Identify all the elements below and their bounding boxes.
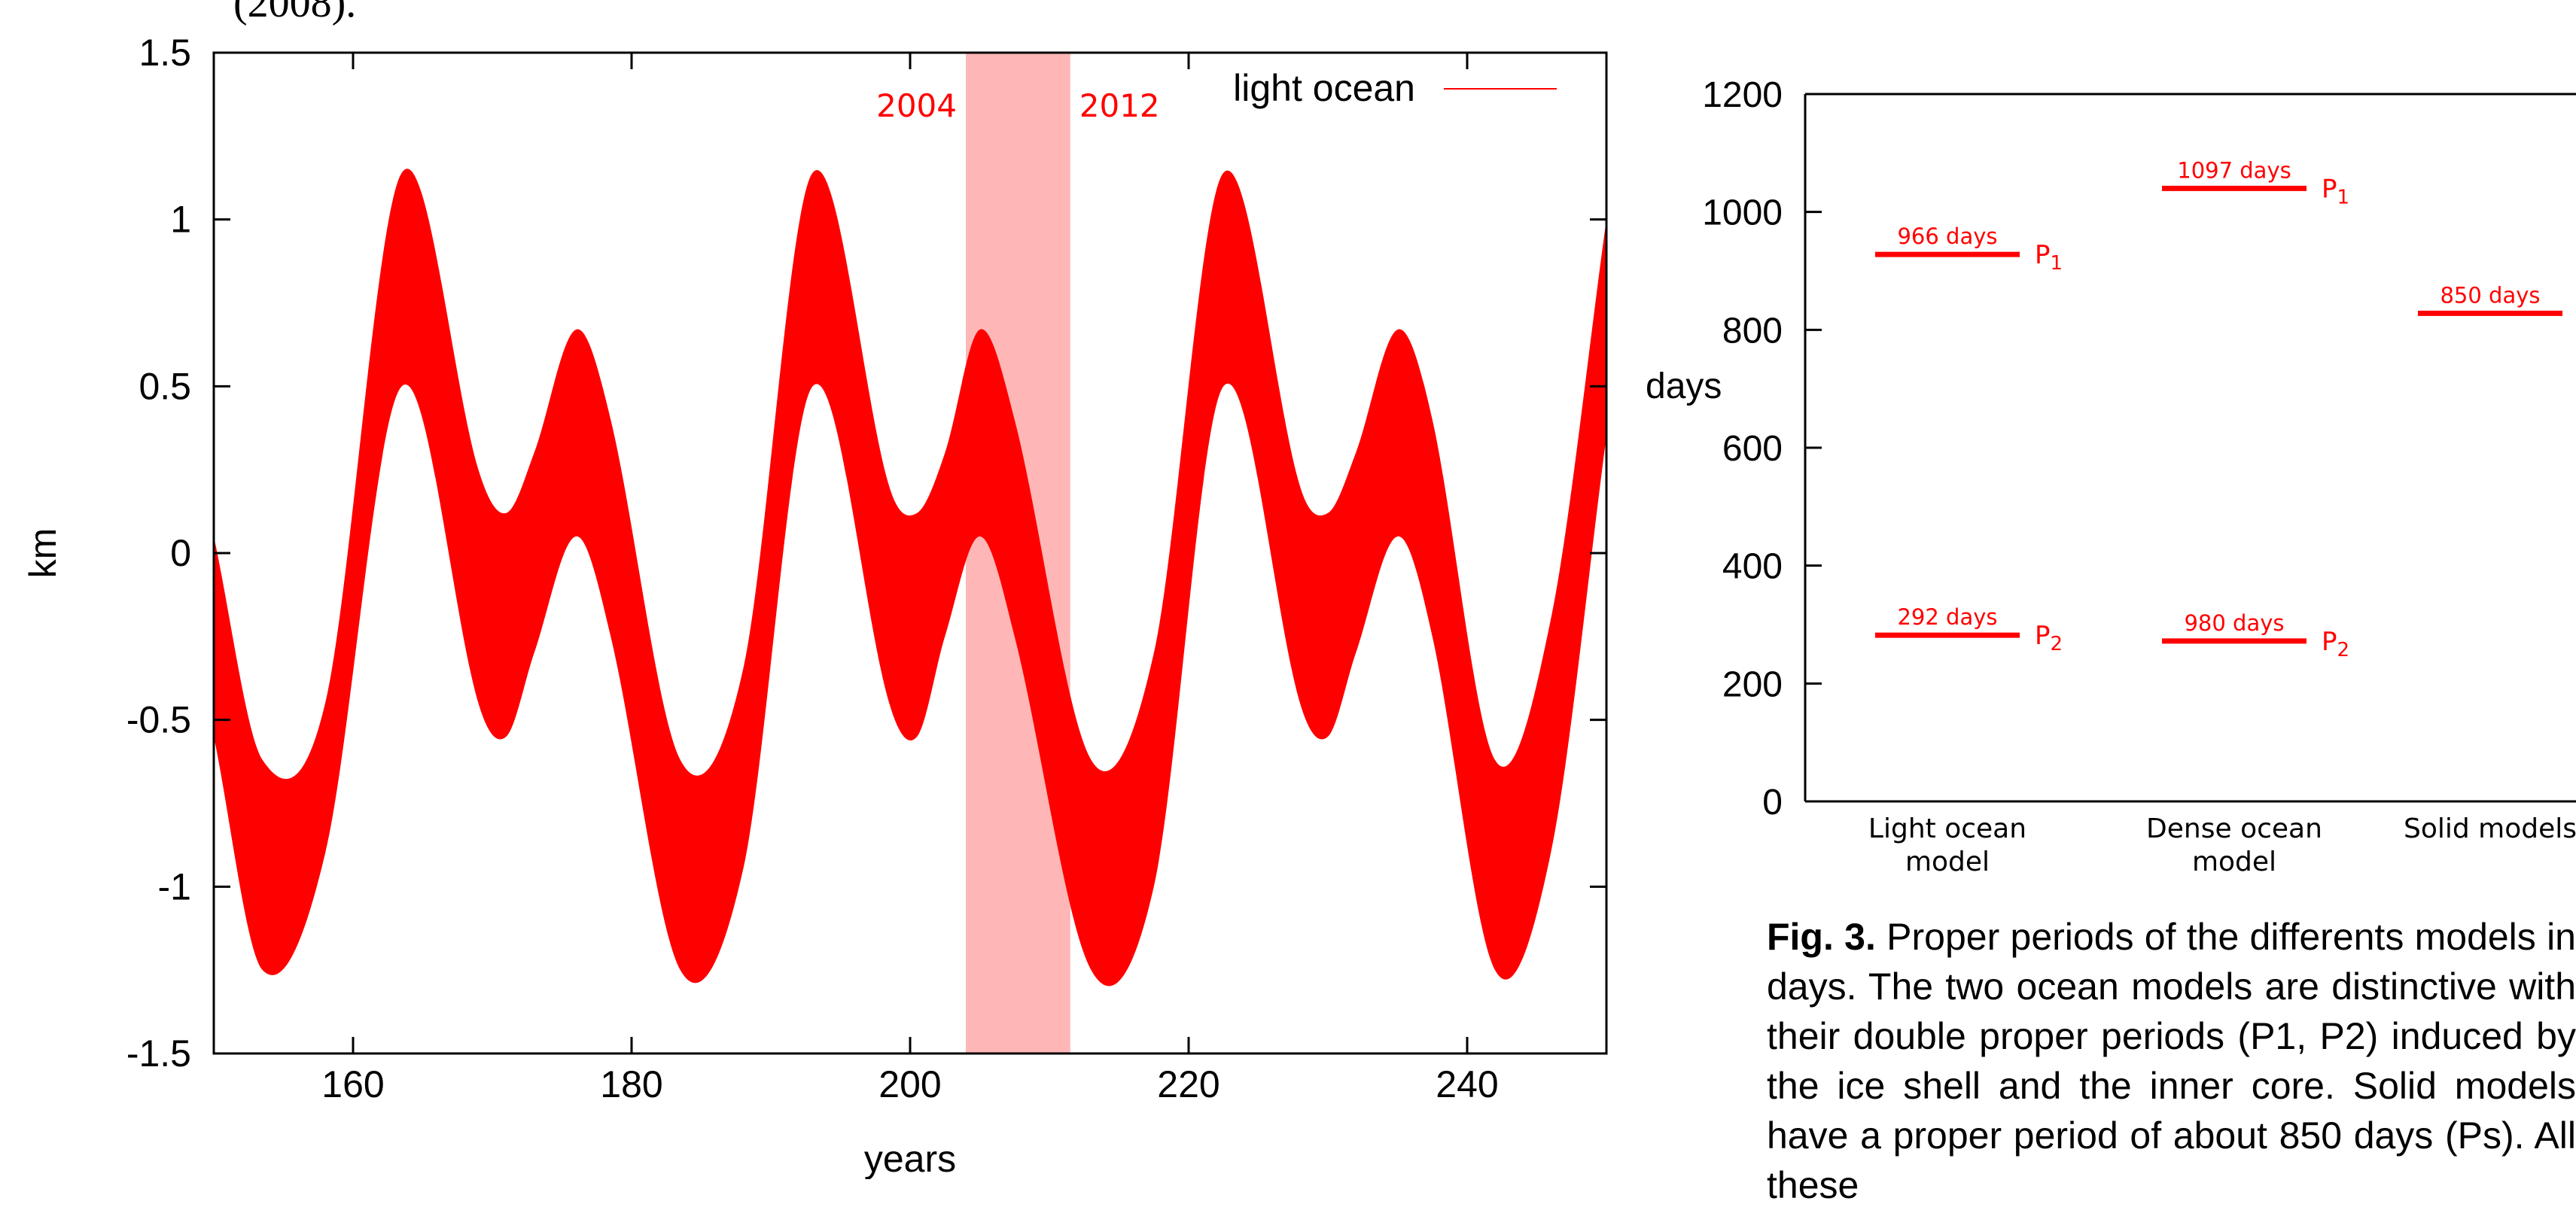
period-name-label: P1 bbox=[2035, 240, 2063, 275]
y-tick-label: 600 bbox=[1722, 429, 1783, 469]
y-tick-label: 400 bbox=[1722, 547, 1783, 587]
x-tick-label: 240 bbox=[1436, 1063, 1498, 1105]
category-label: Light ocean model bbox=[1868, 813, 2026, 877]
y-tick-label: -1.5 bbox=[126, 1032, 191, 1075]
x-axis-label: years bbox=[864, 1138, 956, 1179]
y-tick-label: 0 bbox=[1762, 783, 1783, 822]
y-tick-label: 0 bbox=[170, 532, 191, 574]
y-tick-label: 1 bbox=[170, 199, 191, 241]
series-band-light-ocean bbox=[214, 169, 1606, 986]
period-value-label: 292 days bbox=[1897, 604, 1997, 630]
y-axis-label: km bbox=[22, 528, 64, 579]
displacement-chart: 160 180 200 220 240 -1.5 -1 -0.5 0 0.5 1 1.5 2004 20… bbox=[0, 0, 1618, 1179]
y-tick-label: 800 bbox=[1722, 311, 1783, 351]
x-tick-label: 200 bbox=[878, 1063, 941, 1105]
y-tick-label: 1000 bbox=[1702, 193, 1783, 233]
x-tick-label: 180 bbox=[600, 1063, 662, 1105]
y-tick-label: 1.5 bbox=[139, 32, 191, 74]
y-axis-label: days bbox=[1646, 366, 1722, 406]
y-tick-label: 1200 bbox=[1702, 75, 1783, 115]
legend-label: light ocean bbox=[1233, 67, 1415, 109]
y-tick-label: 0.5 bbox=[139, 365, 191, 407]
x-tick-label: 220 bbox=[1157, 1063, 1219, 1105]
interval-end-label: 2012 bbox=[1079, 87, 1160, 124]
period-value-label: 850 days bbox=[2440, 282, 2540, 308]
x-tick-label: 160 bbox=[321, 1063, 384, 1105]
interval-start-label: 2004 bbox=[876, 87, 957, 124]
period-name-label: P2 bbox=[2322, 627, 2349, 661]
y-tick-label: -1 bbox=[158, 865, 191, 908]
figure-caption-label: Fig. 3. bbox=[1767, 916, 1876, 958]
period-name-label: P2 bbox=[2035, 621, 2063, 655]
period-value-label: 1097 days bbox=[2177, 157, 2291, 183]
period-value-label: 980 days bbox=[2184, 610, 2284, 636]
y-tick-label: -0.5 bbox=[126, 699, 191, 741]
y-tick-label: 200 bbox=[1722, 664, 1783, 704]
figure-caption: Fig. 3. Proper periods of the differents… bbox=[1767, 912, 2576, 1210]
category-label: Solid models bbox=[2404, 813, 2576, 844]
period-name-label: P1 bbox=[2322, 174, 2349, 208]
figure-caption-text: Proper periods of the differents models … bbox=[1767, 916, 2576, 1206]
category-label: Dense ocean model bbox=[2146, 813, 2322, 877]
period-value-label: 966 days bbox=[1897, 223, 1997, 249]
